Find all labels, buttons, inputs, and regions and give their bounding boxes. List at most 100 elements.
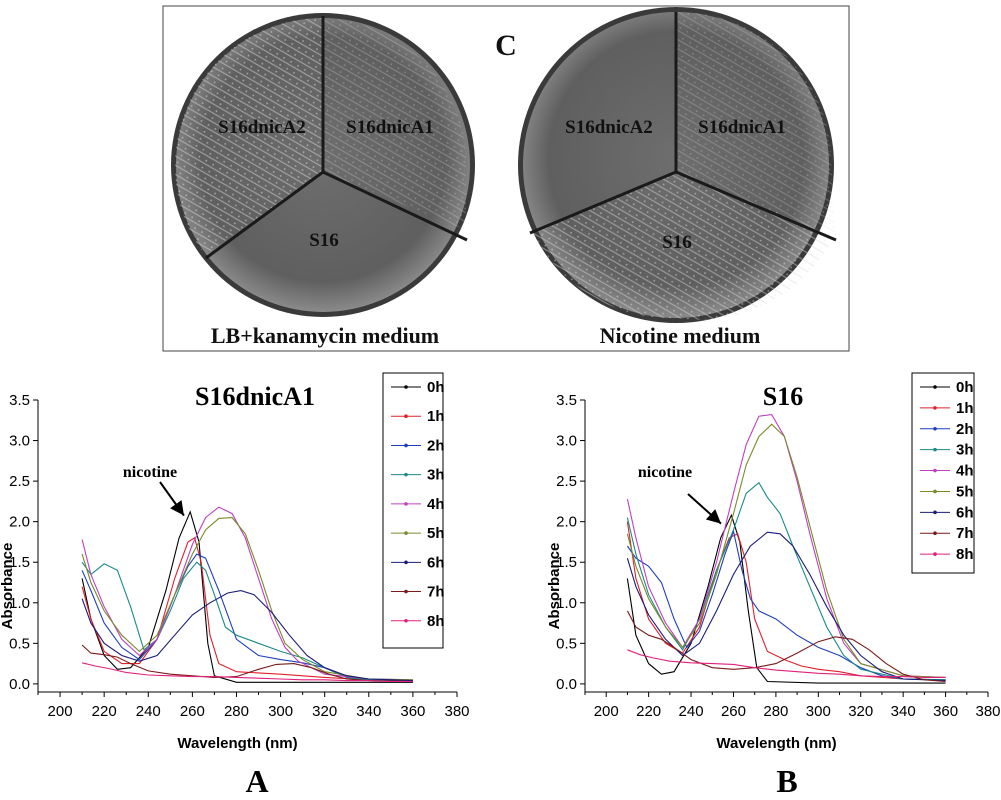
legend-marker [933, 510, 937, 515]
legend-marker [404, 472, 408, 477]
y-tick-label: 2.0 [9, 514, 30, 531]
petri-dish-left: S16dnicA2 S16dnicA1 S16 [171, 13, 475, 317]
sector-divider [529, 170, 677, 235]
legend-label: 6h [427, 554, 445, 571]
plate2-sector-label: S16dnicA2 [565, 117, 653, 138]
y-tick-label: 2.0 [556, 514, 577, 531]
legend-marker [933, 426, 937, 431]
legend-label: 5h [956, 483, 974, 500]
legend-marker [933, 385, 937, 389]
annotation-label: nicotine [123, 464, 177, 481]
legend-marker [404, 502, 408, 506]
x-tick-label: 260 [180, 703, 205, 720]
legend-label: 1h [956, 400, 974, 417]
series-line-2h [81, 553, 413, 683]
sector-divider [205, 170, 324, 260]
y-tick-label: 0.5 [9, 635, 30, 652]
legend-marker [933, 447, 937, 452]
x-tick-label: 320 [848, 703, 873, 720]
x-tick-label: 240 [136, 703, 161, 720]
legend-marker [404, 589, 408, 594]
legend-label: 1h [427, 408, 445, 425]
series-line-8h [81, 662, 413, 683]
legend-label: 4h [427, 496, 445, 513]
legend-marker [404, 560, 408, 565]
series-line-1h [626, 521, 946, 681]
legend-marker [933, 552, 937, 556]
legend-label: 8h [427, 613, 445, 630]
legend-label: 7h [956, 525, 974, 542]
series-line-0h [81, 510, 413, 683]
y-tick-label: 1.5 [556, 554, 577, 571]
petri-dish-right: S16dnicA2 S16dnicA1 S16 [518, 7, 837, 323]
annotation-arrow-head [170, 500, 184, 516]
x-axis-label: Wavelength (nm) [716, 735, 836, 752]
annotation-label: nicotine [638, 464, 692, 481]
legend-label: 5h [427, 525, 445, 542]
legend-marker [933, 406, 937, 410]
legend-marker [933, 489, 937, 494]
y-tick-label: 0.0 [9, 676, 30, 693]
legend-label: 0h [427, 379, 445, 396]
series-line-3h [626, 481, 946, 681]
series-line-4h [626, 414, 946, 678]
x-tick-label: 200 [48, 703, 73, 720]
panel-letter: A [245, 763, 268, 799]
series-line-4h [81, 506, 413, 681]
sector-divider [322, 170, 468, 242]
series-line-5h [81, 517, 413, 681]
series-line-0h [626, 513, 946, 684]
legend-marker [404, 443, 408, 448]
x-tick-label: 300 [268, 703, 293, 720]
plate1-sector-label: S16 [309, 230, 339, 251]
series-line-8h [627, 649, 946, 678]
y-tick-label: 3.0 [9, 433, 30, 450]
x-tick-label: 200 [594, 703, 619, 720]
legend-label: 8h [956, 546, 974, 563]
panel-c: S16dnicA2 S16dnicA1 S16 S16dnicA2 S16dni… [162, 5, 850, 352]
legend-label: 7h [427, 584, 445, 601]
plate2-sector-label: S16dnicA1 [698, 117, 786, 138]
y-tick-label: 0.0 [556, 676, 577, 693]
legend-label: 2h [956, 421, 974, 438]
y-tick-label: 1.0 [556, 595, 577, 612]
x-tick-label: 360 [400, 703, 425, 720]
x-tick-label: 280 [763, 703, 788, 720]
legend-box [911, 372, 975, 574]
x-tick-label: 240 [679, 703, 704, 720]
series-line-6h [626, 531, 946, 682]
y-tick-label: 3.0 [556, 433, 577, 450]
series-line-1h [81, 537, 413, 683]
x-tick-label: 300 [806, 703, 831, 720]
plate2-sector-label: S16 [662, 232, 692, 253]
x-tick-label: 380 [444, 703, 469, 720]
annotation-arrow-head [705, 509, 721, 524]
chart-a: 200 220 240 260 280 300 320 340 360 380 0.0 0.5 1.0 1… [0, 372, 470, 799]
x-axis-label: Wavelength (nm) [177, 735, 297, 752]
legend-marker [404, 618, 408, 623]
x-tick-label: 220 [636, 703, 661, 720]
y-axis-label: Absorbance [0, 543, 16, 630]
chart-b: 200 220 240 260 280 300 320 340 360 380 0.0 0.5 1.0 1… [546, 372, 1001, 799]
y-tick-label: 1.5 [9, 554, 30, 571]
series-line-3h [81, 561, 413, 682]
plate1-medium-label: LB+kanamycin medium [211, 323, 439, 348]
chart-title: S16 [763, 382, 803, 411]
y-axis-label: Absorbance [546, 543, 563, 630]
legend-label: 6h [956, 504, 974, 521]
legend-marker [933, 468, 937, 473]
x-tick-label: 340 [891, 703, 916, 720]
plate1-sector-label: S16dnicA1 [346, 117, 434, 138]
legend-label: 3h [427, 467, 445, 484]
plate2-medium-label: Nicotine medium [600, 323, 761, 348]
y-tick-label: 1.0 [9, 595, 30, 612]
series-line-6h [81, 590, 413, 682]
y-tick-label: 2.5 [556, 473, 577, 490]
sector-divider [675, 170, 837, 242]
plate1-sector-label: S16dnicA2 [218, 117, 306, 138]
series-line-5h [626, 423, 946, 678]
series-line-2h [626, 529, 946, 681]
x-tick-label: 360 [933, 703, 958, 720]
x-tick-label: 320 [312, 703, 337, 720]
